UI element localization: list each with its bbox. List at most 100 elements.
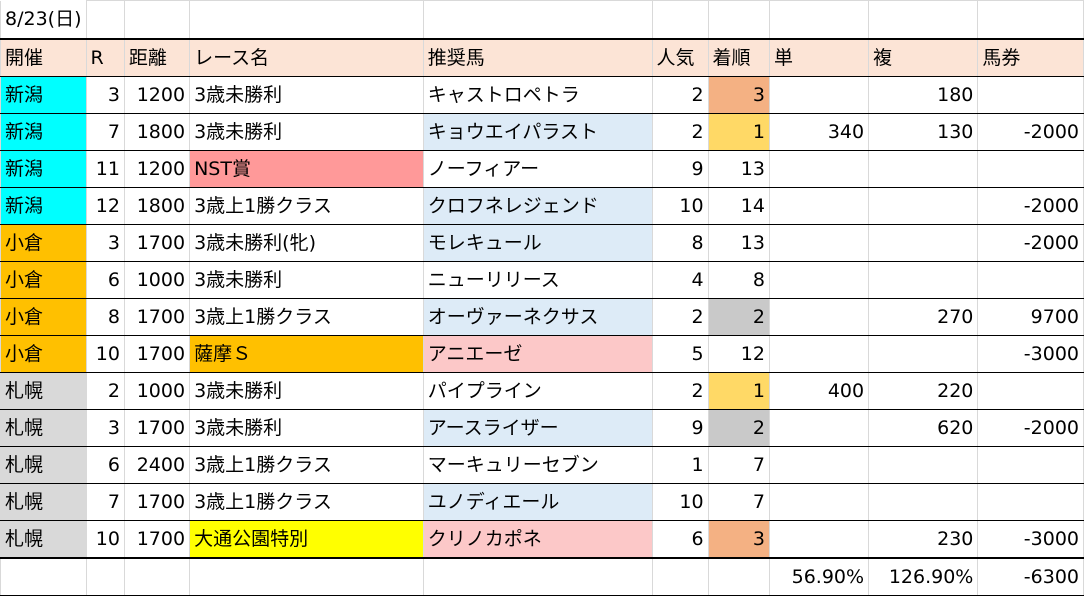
place-payout-cell[interactable] [868,482,979,521]
finish-cell[interactable]: 3 [707,519,770,558]
popularity-cell[interactable]: 10 [651,186,709,225]
empty-cell[interactable] [123,556,191,596]
venue-cell[interactable]: 小倉 [0,260,87,299]
distance-cell[interactable]: 1700 [123,519,191,558]
venue-cell[interactable]: 札幌 [0,371,87,410]
win-payout-cell[interactable] [768,519,870,558]
empty-cell[interactable] [707,556,770,596]
distance-cell[interactable]: 1200 [123,149,191,188]
venue-cell[interactable]: 新潟 [0,186,87,225]
distance-cell[interactable]: 1800 [123,186,191,225]
horse-name-cell[interactable]: モレキュール [422,223,653,262]
distance-cell[interactable]: 1700 [123,408,191,447]
empty-cell[interactable] [868,0,979,39]
horse-name-cell[interactable]: パイプライン [422,371,653,410]
popularity-cell[interactable]: 2 [651,112,709,151]
summary-win-rate[interactable]: 56.90% [768,556,870,596]
venue-cell[interactable]: 新潟 [0,75,87,114]
horse-name-cell[interactable]: アースライザー [422,408,653,447]
ticket-result-cell[interactable]: 9700 [977,297,1084,336]
race-name-cell[interactable]: 3歳未勝利 [189,408,424,447]
venue-cell[interactable]: 小倉 [0,297,87,336]
popularity-cell[interactable]: 6 [651,519,709,558]
popularity-cell[interactable]: 1 [651,445,709,484]
ticket-result-cell[interactable] [977,149,1084,188]
venue-cell[interactable]: 小倉 [0,334,87,373]
horse-name-cell[interactable]: オーヴァーネクサス [422,297,653,336]
win-payout-cell[interactable] [768,482,870,521]
header-r[interactable]: R [85,37,125,77]
race-number-cell[interactable]: 3 [85,223,125,262]
race-number-cell[interactable]: 10 [85,334,125,373]
race-number-cell[interactable]: 10 [85,519,125,558]
ticket-result-cell[interactable] [977,260,1084,299]
win-payout-cell[interactable] [768,75,870,114]
race-number-cell[interactable]: 8 [85,297,125,336]
empty-cell[interactable] [768,0,870,39]
win-payout-cell[interactable] [768,223,870,262]
empty-cell[interactable] [189,556,424,596]
empty-cell[interactable] [0,556,87,596]
distance-cell[interactable]: 1000 [123,371,191,410]
finish-cell[interactable]: 14 [707,186,770,225]
empty-cell[interactable] [651,556,709,596]
empty-cell[interactable] [977,0,1084,39]
summary-place-rate[interactable]: 126.90% [868,556,979,596]
empty-cell[interactable] [85,556,125,596]
distance-cell[interactable]: 1200 [123,75,191,114]
popularity-cell[interactable]: 2 [651,371,709,410]
race-name-cell[interactable]: 3歳未勝利(牝) [189,223,424,262]
header-finish[interactable]: 着順 [707,37,770,77]
win-payout-cell[interactable] [768,260,870,299]
finish-cell[interactable]: 3 [707,75,770,114]
win-payout-cell[interactable] [768,334,870,373]
ticket-result-cell[interactable]: -3000 [977,519,1084,558]
header-ticket[interactable]: 馬券 [977,37,1084,77]
header-horse[interactable]: 推奨馬 [422,37,653,77]
date-cell[interactable]: 8/23(日) [0,0,87,39]
race-number-cell[interactable]: 12 [85,186,125,225]
place-payout-cell[interactable] [868,149,979,188]
horse-name-cell[interactable]: クリノカポネ [422,519,653,558]
ticket-result-cell[interactable]: -3000 [977,334,1084,373]
empty-cell[interactable] [422,0,653,39]
horse-name-cell[interactable]: アニエーゼ [422,334,653,373]
horse-name-cell[interactable]: ユノディエール [422,482,653,521]
distance-cell[interactable]: 1800 [123,112,191,151]
ticket-result-cell[interactable] [977,445,1084,484]
finish-cell[interactable]: 7 [707,482,770,521]
race-number-cell[interactable]: 2 [85,371,125,410]
win-payout-cell[interactable] [768,149,870,188]
header-win[interactable]: 単 [768,37,870,77]
ticket-result-cell[interactable] [977,371,1084,410]
race-name-cell[interactable]: 3歳未勝利 [189,75,424,114]
empty-cell[interactable] [707,0,770,39]
race-name-cell[interactable]: 3歳未勝利 [189,112,424,151]
race-name-cell[interactable]: 3歳上1勝クラス [189,186,424,225]
race-name-cell[interactable]: 大通公園特別 [189,519,424,558]
win-payout-cell[interactable] [768,297,870,336]
ticket-result-cell[interactable]: -2000 [977,186,1084,225]
horse-name-cell[interactable]: ニューリリース [422,260,653,299]
finish-cell[interactable]: 12 [707,334,770,373]
empty-cell[interactable] [422,556,653,596]
race-name-cell[interactable]: 3歳上1勝クラス [189,445,424,484]
place-payout-cell[interactable] [868,334,979,373]
header-distance[interactable]: 距離 [123,37,191,77]
popularity-cell[interactable]: 9 [651,408,709,447]
venue-cell[interactable]: 新潟 [0,149,87,188]
ticket-result-cell[interactable]: -2000 [977,223,1084,262]
finish-cell[interactable]: 8 [707,260,770,299]
place-payout-cell[interactable] [868,186,979,225]
race-number-cell[interactable]: 3 [85,408,125,447]
win-payout-cell[interactable] [768,186,870,225]
ticket-result-cell[interactable]: -2000 [977,112,1084,151]
race-name-cell[interactable]: 3歳未勝利 [189,260,424,299]
finish-cell[interactable]: 13 [707,149,770,188]
venue-cell[interactable]: 札幌 [0,519,87,558]
horse-name-cell[interactable]: クロフネレジェンド [422,186,653,225]
summary-ticket-total[interactable]: -6300 [977,556,1084,596]
place-payout-cell[interactable]: 220 [868,371,979,410]
race-number-cell[interactable]: 7 [85,482,125,521]
distance-cell[interactable]: 1700 [123,223,191,262]
